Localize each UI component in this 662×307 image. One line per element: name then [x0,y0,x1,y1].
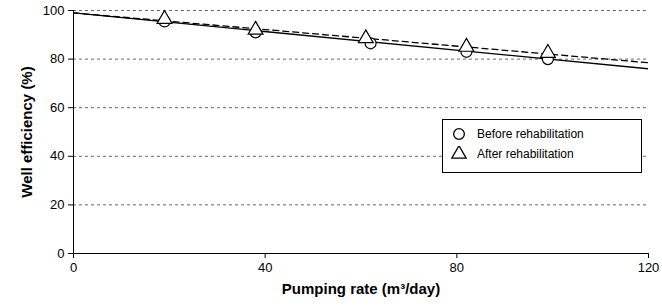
svg-text:100: 100 [43,3,65,18]
svg-text:Well efficiency (%): Well efficiency (%) [18,66,35,197]
html-text:Before rehabilitation: Before rehabilitation [477,127,584,142]
svg-text:120: 120 [638,260,660,275]
svg-text:20: 20 [50,197,64,212]
svg-text:Pumping rate (m³/day): Pumping rate (m³/day) [282,280,440,297]
svg-text:0: 0 [70,260,77,275]
svg-text:80: 80 [50,51,64,66]
html-text:After rehabilitation: After rehabilitation [477,147,574,162]
svg-text:0: 0 [57,246,64,261]
svg-text:60: 60 [50,100,64,115]
svg-text:80: 80 [450,260,464,275]
svg-text:40: 40 [258,260,272,275]
svg-text:40: 40 [50,148,64,163]
